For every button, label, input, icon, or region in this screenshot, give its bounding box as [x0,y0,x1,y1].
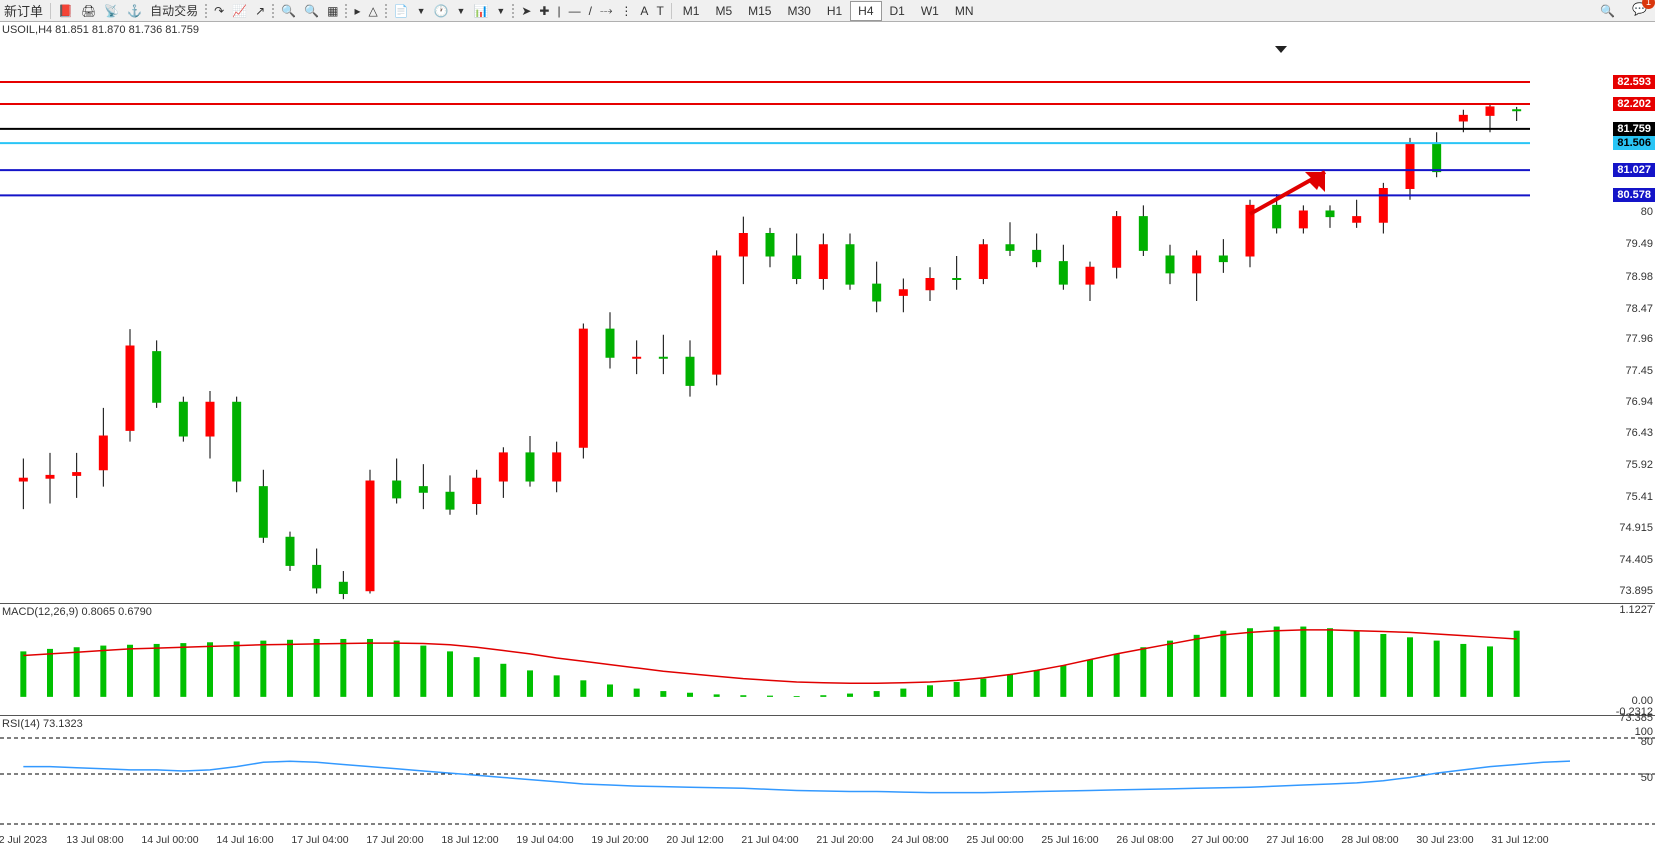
timeframe-h4[interactable]: H4 [850,1,881,21]
annotation-arrow[interactable] [0,22,1655,604]
date-tick-label: 25 Jul 16:00 [1041,834,1098,846]
print-icon[interactable]: 🖨 [77,0,100,21]
macd-label: MACD(12,26,9) 0.8065 0.6790 [2,606,152,618]
mt-platform-window: 新订单 📕 🖨 📡 ⚓ 自动交易 ↷ 📈 ↗ 🔍 🔍 ▦ ▸ △ 📄 ▼ 🕐 ▼… [0,0,1655,850]
notification-icon[interactable]: 💬 1 [1632,2,1647,16]
date-tick-label: 19 Jul 20:00 [591,834,648,846]
notification-badge[interactable]: 1 [1642,0,1655,9]
auto-trading-label[interactable]: 自动交易 [146,0,202,21]
rsi-label: RSI(14) 73.1323 [2,718,83,730]
date-tick-label: 27 Jul 16:00 [1266,834,1323,846]
timeframe-m15[interactable]: M15 [740,1,779,21]
dotted-icon[interactable]: ⋮ [616,0,636,21]
grid-icon[interactable]: ▦ [323,0,342,21]
date-tick-label: 18 Jul 12:00 [441,834,498,846]
rsi-axis-top: 73.385 [1619,712,1653,724]
crosshair-chart-icon[interactable]: 📈 [228,0,251,21]
connect-icon[interactable]: 📡 [100,0,123,21]
chevron-down-icon3[interactable]: ▼ [492,0,509,21]
add-chart-icon[interactable]: 📄 [390,0,413,21]
text-icon[interactable]: A [636,0,652,21]
date-tick-label: 21 Jul 20:00 [816,834,873,846]
timeframe-mn[interactable]: MN [947,1,982,21]
zoom-out-icon[interactable]: 🔍 [300,0,323,21]
search-icon[interactable]: 🔍 [1600,0,1615,22]
date-tick-label: 13 Jul 08:00 [66,834,123,846]
rsi-series[interactable] [0,716,1655,834]
new-order-label[interactable]: 新订单 [0,0,47,21]
indicator-icon[interactable]: ⤏ [596,0,616,21]
macd-axis-0: 1.1227 [1619,604,1653,616]
timeframe-h1[interactable]: H1 [819,1,850,21]
history-icon[interactable]: 🕐 [430,0,453,21]
date-tick-label: 17 Jul 04:00 [291,834,348,846]
rsi-axis-80: 80 [1641,736,1653,748]
cursor-icon[interactable]: ➤ [517,0,535,21]
price-chart-panel[interactable]: USOIL,H4 81.851 81.870 81.736 81.759 80 … [0,22,1655,604]
date-axis-labels: 12 Jul 2023 13 Jul 08:00 14 Jul 00:00 14 Ju… [0,834,1655,850]
chevron-down-icon2[interactable]: ▼ [453,0,470,21]
date-tick-label: 19 Jul 04:00 [516,834,573,846]
vertical-bar-icon[interactable]: | [553,0,564,21]
date-tick-label: 26 Jul 08:00 [1116,834,1173,846]
timeframe-m5[interactable]: M5 [707,1,740,21]
macd-series[interactable] [0,604,1655,716]
timeframe-d1[interactable]: D1 [882,1,913,21]
date-tick-label: 21 Jul 04:00 [741,834,798,846]
rsi-panel[interactable]: RSI(14) 73.1323 73.385 100 80 50 [0,716,1655,834]
main-toolbar: 新订单 📕 🖨 📡 ⚓ 自动交易 ↷ 📈 ↗ 🔍 🔍 ▦ ▸ △ 📄 ▼ 🕐 ▼… [0,0,1655,22]
date-tick-label: 25 Jul 00:00 [966,834,1023,846]
macd-panel[interactable]: MACD(12,26,9) 0.8065 0.6790 1.1227 0.00 … [0,604,1655,716]
new-vertical-line-icon[interactable]: ↷ [210,0,228,21]
timeframe-w1[interactable]: W1 [913,1,947,21]
bookmark-icon[interactable]: 📕 [54,0,77,21]
date-tick-label: 20 Jul 12:00 [666,834,723,846]
horizontal-line-icon[interactable]: — [565,0,585,21]
date-tick-label: 27 Jul 00:00 [1191,834,1248,846]
show-current-icon[interactable]: △ [364,0,381,21]
date-tick-label: 31 Jul 12:00 [1491,834,1548,846]
trendline-icon[interactable]: / [585,0,596,21]
rsi-axis-50: 50 [1641,772,1653,784]
chart-template-icon[interactable]: 📊 [469,0,492,21]
crosshair-icon[interactable]: ✚ [535,0,553,21]
show-prev-icon[interactable]: ▸ [350,0,364,21]
date-tick-label: 14 Jul 16:00 [216,834,273,846]
fib-line-icon[interactable]: ↗ [251,0,269,21]
date-tick-label: 14 Jul 00:00 [141,834,198,846]
timeframe-m1[interactable]: M1 [675,1,708,21]
label-icon[interactable]: T [652,0,667,21]
zoom-in-icon[interactable]: 🔍 [277,0,300,21]
date-tick-label: 24 Jul 08:00 [891,834,948,846]
date-tick-label: 30 Jul 23:00 [1416,834,1473,846]
symbol-quote-label: USOIL,H4 81.851 81.870 81.736 81.759 [2,24,199,36]
timeframe-m30[interactable]: M30 [779,1,818,21]
expert-advisor-icon[interactable]: ⚓ [123,0,146,21]
chevron-down-icon1[interactable]: ▼ [413,0,430,21]
date-tick-label: 12 Jul 2023 [0,834,47,846]
date-tick-label: 17 Jul 20:00 [366,834,423,846]
date-tick-label: 28 Jul 08:00 [1341,834,1398,846]
